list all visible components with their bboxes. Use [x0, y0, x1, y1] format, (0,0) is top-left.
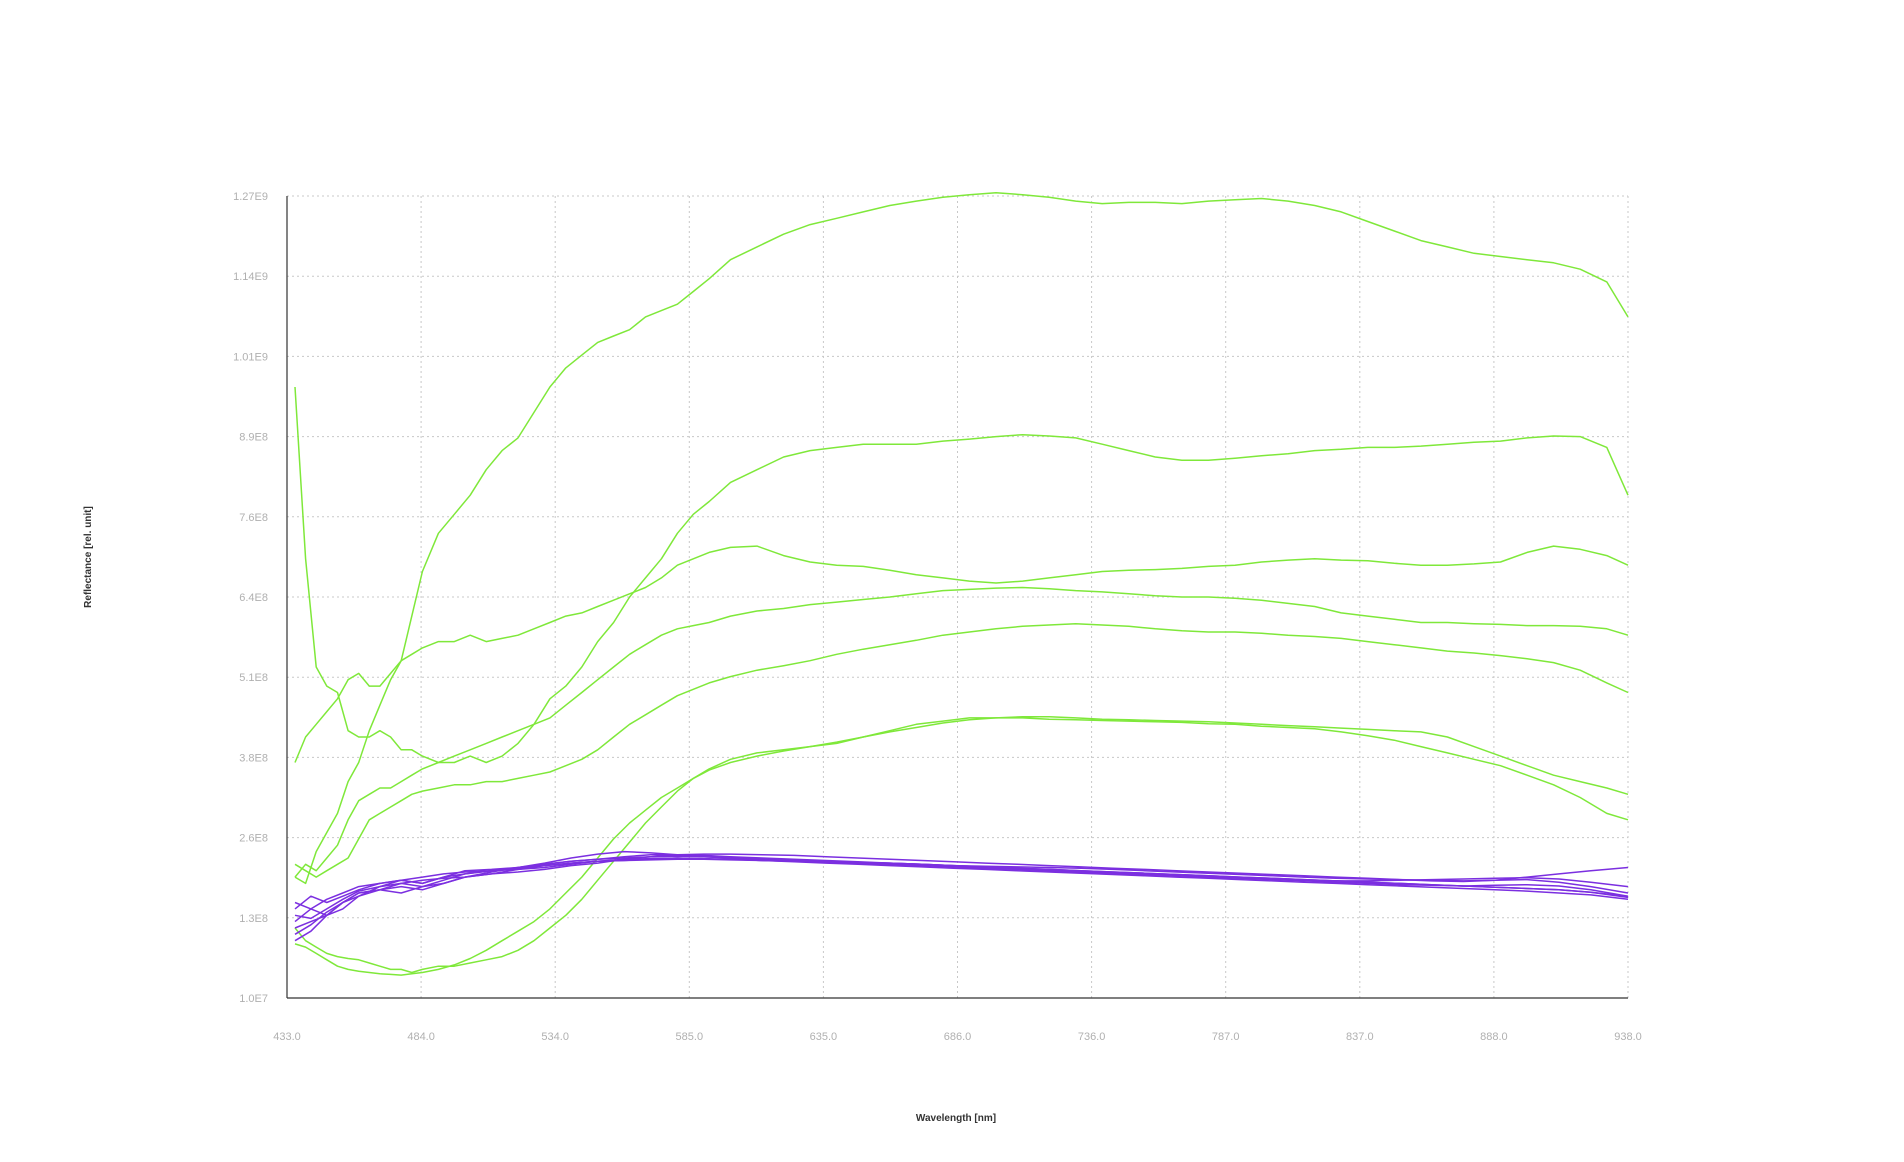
- x-tick-labels: 433.0 484.0 534.0 585.0 635.0 686.0 736.0 787.0…: [273, 1031, 1642, 1043]
- y-axis-title: Reflectance [rel. unit]: [83, 506, 94, 608]
- grid-lines: [287, 195, 1629, 998]
- y-tick-label: 1.14E9: [233, 271, 268, 283]
- y-tick-label: 8.9E8: [239, 432, 268, 444]
- x-tick-label: 736.0: [1078, 1031, 1106, 1043]
- x-tick-label: 686.0: [944, 1031, 972, 1043]
- series-line-3: [294, 545, 1629, 763]
- x-axis-title: Wavelength [nm]: [916, 1113, 996, 1124]
- x-tick-label: 635.0: [810, 1031, 838, 1043]
- series-line-5: [294, 622, 1629, 878]
- y-tick-label: 1.3E8: [239, 913, 268, 925]
- series-line-7: [294, 715, 1629, 976]
- y-tick-label: 1.27E9: [233, 191, 268, 203]
- series-line-6: [294, 717, 1629, 974]
- y-tick-label: 3.8E8: [239, 752, 268, 764]
- x-tick-label: 484.0: [407, 1031, 435, 1043]
- series-line-14: [294, 858, 1629, 942]
- axes: [286, 196, 1628, 999]
- x-tick-label: 938.0: [1614, 1031, 1642, 1043]
- series-line-1: [294, 192, 1629, 885]
- x-tick-label: 837.0: [1346, 1031, 1374, 1043]
- x-tick-label: 787.0: [1212, 1031, 1240, 1043]
- y-tick-label: 6.4E8: [239, 592, 268, 604]
- series-line-4: [294, 586, 1629, 878]
- y-tick-label: 1.01E9: [233, 351, 268, 363]
- y-tick-label: 1.0E7: [239, 993, 268, 1005]
- series-line-12: [294, 850, 1629, 920]
- series-group: [294, 192, 1629, 976]
- y-tick-label: 2.6E8: [239, 833, 268, 845]
- x-tick-label: 888.0: [1480, 1031, 1508, 1043]
- x-tick-label: 585.0: [676, 1031, 704, 1043]
- x-tick-label: 433.0: [273, 1031, 301, 1043]
- series-line-2: [294, 386, 1629, 764]
- y-tick-label: 5.1E8: [239, 672, 268, 684]
- y-tick-label: 7.6E8: [239, 512, 268, 524]
- x-tick-label: 534.0: [541, 1031, 569, 1043]
- y-tick-labels: 1.0E7 1.3E8 2.6E8 3.8E8 5.1E8 6.4E8 7.6E8 8.9E8…: [233, 191, 268, 1005]
